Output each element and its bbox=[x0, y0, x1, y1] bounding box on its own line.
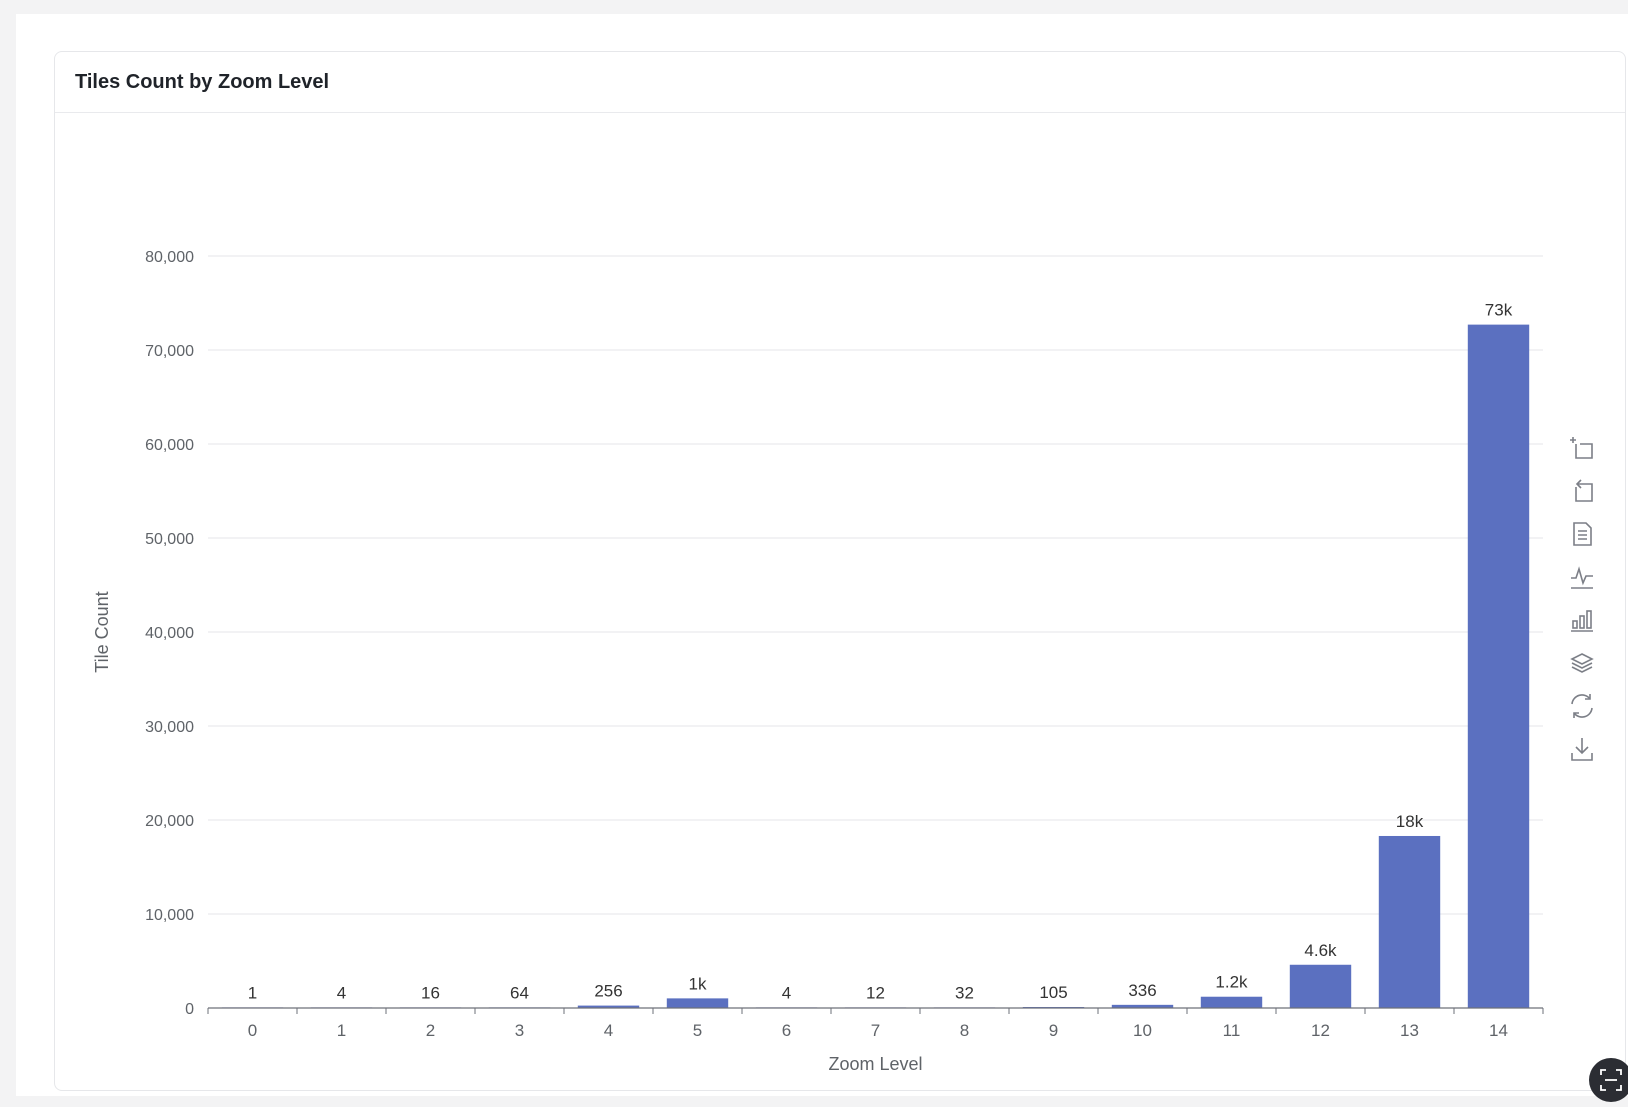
stack-icon[interactable] bbox=[1566, 647, 1598, 679]
data-label: 1k bbox=[689, 974, 707, 993]
download-icon[interactable] bbox=[1566, 733, 1598, 765]
x-tick-label: 9 bbox=[1049, 1021, 1058, 1040]
data-label: 1.2k bbox=[1215, 973, 1248, 992]
data-label: 16 bbox=[421, 983, 440, 1002]
scan-icon bbox=[1600, 1069, 1622, 1091]
bar bbox=[1111, 1004, 1174, 1008]
zoom-reset-icon[interactable] bbox=[1566, 475, 1598, 507]
y-tick-label: 30,000 bbox=[145, 719, 194, 736]
data-label: 64 bbox=[510, 983, 529, 1002]
chart-card: Tiles Count by Zoom Level bbox=[54, 51, 1626, 1091]
restore-icon[interactable] bbox=[1566, 690, 1598, 722]
chart-toolbox bbox=[1566, 432, 1602, 776]
x-tick-label: 6 bbox=[782, 1021, 791, 1040]
data-label: 4 bbox=[782, 983, 791, 1002]
y-tick-label: 80,000 bbox=[145, 249, 194, 266]
x-tick-label: 14 bbox=[1489, 1021, 1508, 1040]
data-label: 18k bbox=[1396, 812, 1424, 831]
y-tick-label: 60,000 bbox=[145, 437, 194, 454]
bar-chart-icon[interactable] bbox=[1566, 604, 1598, 636]
bar bbox=[1200, 996, 1263, 1008]
data-label: 105 bbox=[1039, 983, 1067, 1002]
data-label: 1 bbox=[248, 983, 257, 1002]
y-tick-label: 20,000 bbox=[145, 813, 194, 830]
zoom-select-icon[interactable] bbox=[1566, 432, 1598, 464]
bar bbox=[1289, 964, 1352, 1008]
data-label: 256 bbox=[594, 982, 622, 1001]
x-tick-label: 7 bbox=[871, 1021, 880, 1040]
x-tick-label: 2 bbox=[426, 1021, 435, 1040]
x-tick-label: 12 bbox=[1311, 1021, 1330, 1040]
data-label: 4.6k bbox=[1304, 941, 1337, 960]
data-label: 12 bbox=[866, 983, 885, 1002]
data-label: 4 bbox=[337, 983, 346, 1002]
card-header: Tiles Count by Zoom Level bbox=[55, 52, 1625, 113]
x-tick-label: 1 bbox=[337, 1021, 346, 1040]
bar bbox=[577, 1005, 640, 1008]
x-tick-label: 13 bbox=[1400, 1021, 1419, 1040]
x-tick-label: 4 bbox=[604, 1021, 613, 1040]
y-axis-title: Tile Count bbox=[92, 591, 112, 672]
x-tick-label: 3 bbox=[515, 1021, 524, 1040]
bar bbox=[1378, 835, 1441, 1008]
y-tick-label: 10,000 bbox=[145, 907, 194, 924]
data-view-icon[interactable] bbox=[1566, 518, 1598, 550]
data-label: 336 bbox=[1128, 981, 1156, 1000]
x-axis-title: Zoom Level bbox=[828, 1054, 922, 1074]
data-label: 32 bbox=[955, 983, 974, 1002]
card-title: Tiles Count by Zoom Level bbox=[75, 71, 330, 93]
bar bbox=[666, 998, 729, 1008]
data-label: 73k bbox=[1485, 301, 1513, 320]
screen-capture-button[interactable] bbox=[1589, 1058, 1628, 1102]
bar bbox=[1467, 324, 1530, 1008]
x-tick-label: 11 bbox=[1223, 1021, 1241, 1040]
x-tick-label: 0 bbox=[248, 1021, 257, 1040]
x-tick-label: 10 bbox=[1133, 1021, 1152, 1040]
x-tick-label: 8 bbox=[960, 1021, 969, 1040]
x-tick-label: 5 bbox=[693, 1021, 702, 1040]
y-tick-label: 70,000 bbox=[145, 343, 194, 360]
y-tick-label: 0 bbox=[185, 1001, 194, 1018]
line-chart-icon[interactable] bbox=[1566, 561, 1598, 593]
y-tick-label: 50,000 bbox=[145, 531, 194, 548]
y-tick-label: 40,000 bbox=[145, 625, 194, 642]
